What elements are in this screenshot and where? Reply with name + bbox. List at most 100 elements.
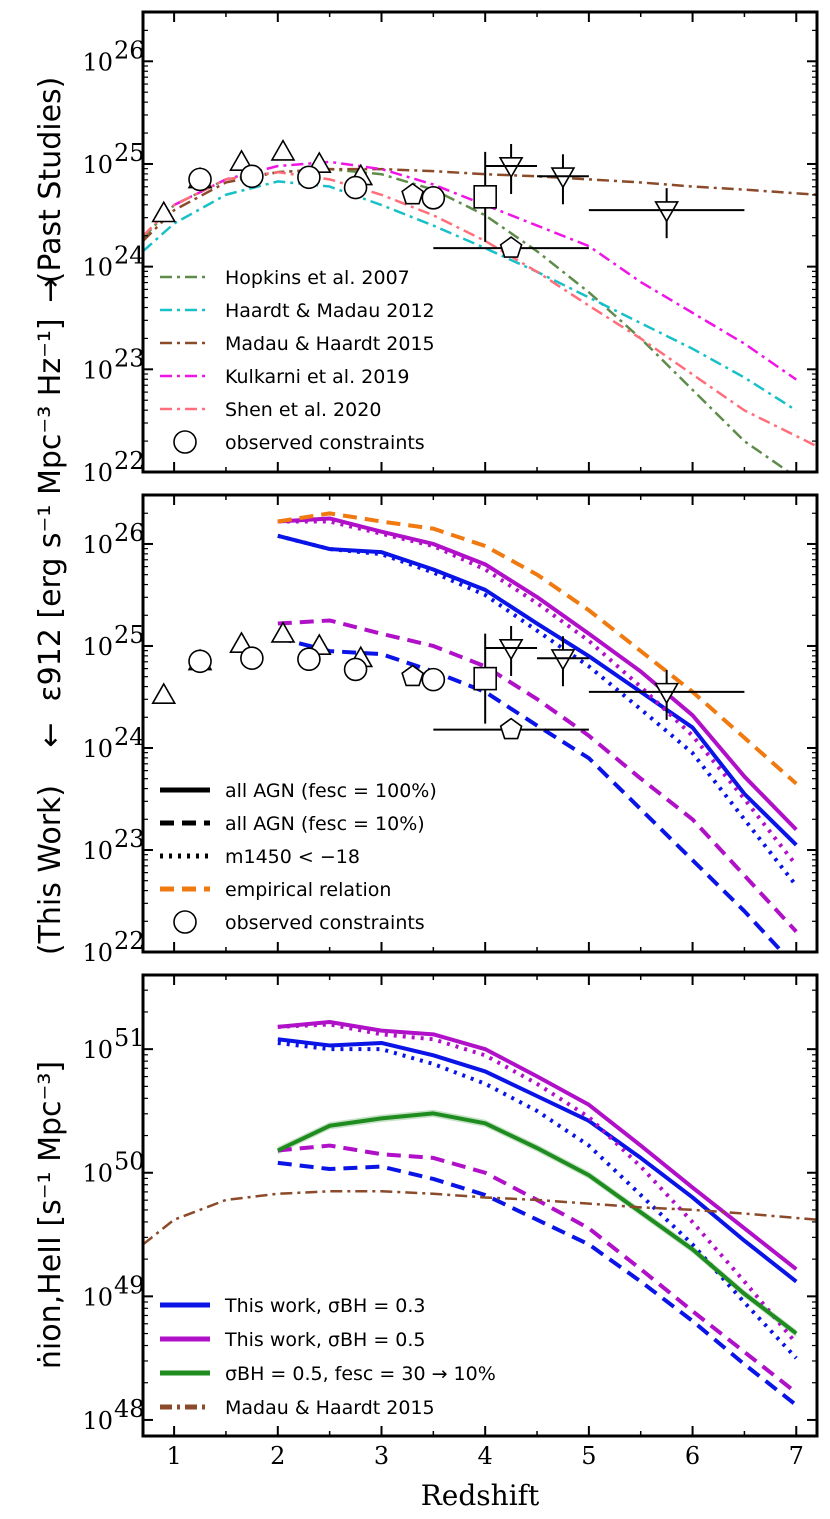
y-tick-label: 10: [82, 633, 113, 661]
series-line: [143, 167, 792, 472]
x-tick-label: 1: [166, 1442, 181, 1470]
legend-marker-circle: [173, 430, 197, 454]
marker-circle: [240, 646, 264, 671]
marker-down-triangle: [550, 649, 576, 671]
marker-square: [473, 666, 497, 691]
y-tick-exponent: 26: [114, 519, 145, 547]
y-tick-exponent: 26: [114, 36, 145, 64]
axes-frame: [141, 10, 819, 474]
y-tick-exponent: 22: [114, 447, 145, 475]
side-arrow-down: ←: [33, 722, 68, 747]
y-tick-label: 10: [82, 531, 113, 559]
x-tick-label: 4: [478, 1442, 493, 1470]
legend-label: Haardt & Madau 2012: [225, 300, 435, 322]
bottom-ylabel: ṅion,HeII [s⁻¹ Mpc⁻³]: [33, 1061, 68, 1369]
legend-label: σBH = 0.5, fesc = 30 → 10%: [225, 1363, 496, 1385]
y-tick-exponent: 24: [114, 242, 145, 270]
y-tick-label: 10: [82, 735, 113, 763]
y-tick-label: 10: [82, 939, 113, 967]
marker-circle: [188, 649, 212, 674]
legend-label: Hopkins et al. 2007: [225, 267, 410, 289]
series-line: [277, 511, 798, 786]
x-tick-label: 2: [270, 1442, 285, 1470]
marker-down-triangle: [654, 201, 680, 223]
marker-circle: [421, 667, 446, 692]
y-tick-exponent: 25: [114, 621, 145, 649]
marker-down-triangle: [498, 638, 524, 661]
series-line: [143, 180, 797, 412]
y-tick-label: 10: [82, 356, 113, 384]
x-tick-label: 5: [581, 1442, 596, 1470]
marker-circle: [343, 175, 368, 200]
side-arrow-up: →: [33, 277, 68, 302]
y-tick-exponent: 23: [114, 825, 145, 853]
series-line: [277, 1022, 798, 1345]
legend-label: This work, σBH = 0.5: [224, 1329, 426, 1351]
y-tick-label: 10: [82, 1407, 113, 1435]
marker-circle: [297, 165, 321, 190]
marker-triangle: [229, 631, 254, 653]
marker-pentagon: [499, 236, 523, 258]
plot-area: [151, 511, 798, 952]
y-tick-exponent: 23: [114, 344, 145, 372]
legend-label: Kulkarni et al. 2019: [225, 366, 410, 388]
marker-circle: [240, 164, 264, 189]
y-tick-exponent: 51: [114, 1024, 145, 1052]
axes-frame: [141, 973, 819, 1438]
series-line: [277, 533, 798, 847]
marker-down-triangle: [550, 167, 576, 189]
series-line: [277, 516, 798, 831]
series-line: [143, 167, 817, 242]
legend-label: Madau & Haardt 2015: [225, 1397, 435, 1419]
legend-label: empirical relation: [225, 879, 391, 901]
legend-label: This work, σBH = 0.3: [224, 1295, 426, 1317]
series-line: [277, 1160, 798, 1407]
series-line: [277, 618, 798, 933]
plot-area: [143, 1019, 817, 1407]
x-axis-title: Redshift: [421, 1479, 540, 1512]
side-ylabel-emissivity: ε912 [erg s⁻¹ Mpc⁻³ Hz⁻¹]: [33, 318, 68, 701]
legend-label: observed constraints: [225, 432, 425, 454]
y-tick-exponent: 48: [114, 1395, 145, 1423]
series-line: [277, 533, 798, 887]
y-tick-label: 10: [82, 1160, 113, 1188]
legend-label: observed constraints: [225, 912, 425, 934]
marker-circle: [297, 647, 321, 672]
y-tick-exponent: 25: [114, 139, 145, 167]
legend-label: Madau & Haardt 2015: [225, 333, 435, 355]
y-tick-label: 10: [82, 48, 113, 76]
marker-circle: [421, 186, 446, 210]
side-title-past-studies: (Past Studies): [33, 77, 68, 284]
marker-triangle: [229, 149, 254, 171]
x-tick-label: 6: [685, 1442, 700, 1470]
legend-label: Shen et al. 2020: [225, 399, 381, 421]
side-title-this-work: (This Work): [33, 785, 68, 955]
plot-area: [143, 139, 817, 472]
marker-circle: [188, 167, 212, 192]
y-tick-exponent: 24: [114, 723, 145, 751]
y-tick-label: 10: [82, 459, 113, 487]
marker-triangle: [151, 200, 177, 223]
legend-label: m1450 < −18: [225, 846, 360, 868]
legend-label: all AGN (fesc = 10%): [225, 813, 425, 835]
axes-frame: [141, 493, 819, 954]
y-tick-label: 10: [82, 151, 113, 179]
y-tick-exponent: 50: [114, 1148, 145, 1176]
y-tick-label: 10: [82, 254, 113, 282]
legend-label: all AGN (fesc = 100%): [225, 780, 437, 802]
x-tick-label: 7: [789, 1442, 804, 1470]
y-tick-exponent: 22: [114, 927, 145, 955]
legend-marker-circle: [173, 910, 197, 934]
marker-triangle: [270, 139, 296, 161]
marker-pentagon: [401, 182, 425, 205]
marker-triangle: [270, 621, 296, 643]
y-tick-label: 10: [82, 1036, 113, 1064]
series-line: [143, 170, 817, 448]
series-line: [276, 1111, 798, 1336]
marker-down-triangle: [498, 156, 524, 179]
